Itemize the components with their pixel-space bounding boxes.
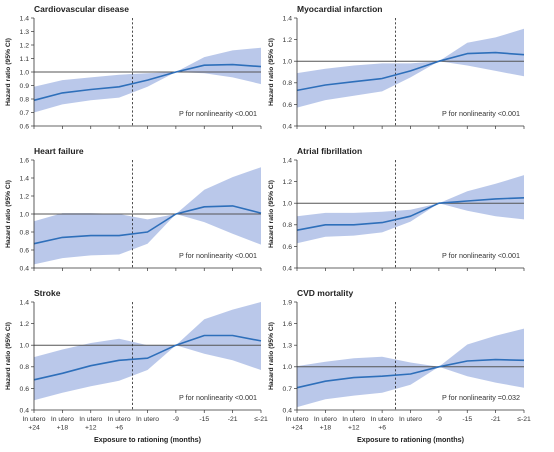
- y-tick-label: 0.4: [283, 123, 293, 130]
- estimate-line: [296, 51, 525, 92]
- y-tick-label: 0.7: [283, 386, 293, 393]
- nonlinearity-note: P for nonlinearity <0.001: [179, 393, 257, 402]
- y-tick-label: 0.4: [20, 265, 30, 272]
- y-axis-label: Hazard ratio (95% CI): [5, 38, 12, 106]
- y-tick-label: 1.9: [283, 299, 293, 306]
- y-tick-label: 1.3: [20, 29, 30, 36]
- confidence-band: [34, 302, 261, 401]
- y-tick-label: 1.6: [20, 157, 30, 164]
- y-tick-label: 1.3: [283, 343, 293, 350]
- panel-stroke: Stroke 0.4 0.6 0.8 1.0 1.2 1.4 Hazard ratio (95…: [5, 288, 268, 444]
- nonlinearity-note: P for nonlinearity <0.001: [442, 251, 520, 260]
- y-tick-label: 0.4: [20, 407, 30, 414]
- y-tick-label: 0.6: [283, 244, 293, 251]
- y-tick-label: 1.2: [20, 42, 30, 49]
- x-tick-label: In utero +24: [285, 416, 308, 432]
- x-tick-label: In utero +24: [22, 416, 45, 432]
- y-tick-label: 0.6: [283, 102, 293, 109]
- y-tick-label: 1.1: [20, 56, 30, 63]
- x-tick-label: In utero +12: [79, 416, 102, 432]
- y-axis-label: Hazard ratio (95% CI): [268, 38, 275, 106]
- x-tick-label: In utero +18: [51, 416, 74, 432]
- y-tick-label: 1.0: [20, 211, 30, 218]
- y-tick-label: 0.9: [20, 83, 30, 90]
- y-tick-label: 1.0: [20, 343, 30, 350]
- x-axis-label: Exposure to rationing (months): [94, 435, 202, 444]
- panel-title: Myocardial infarction: [297, 4, 383, 14]
- y-tick-label: 1.4: [20, 299, 30, 306]
- confidence-band: [297, 28, 524, 108]
- y-tick-label: 1.0: [283, 201, 293, 208]
- nonlinearity-note: P for nonlinearity =0.032: [442, 393, 520, 402]
- x-tick-label: -21: [491, 416, 501, 423]
- y-tick-label: 1.2: [283, 179, 293, 186]
- panel-cardiovascular-disease: Cardiovascular disease 0.6 0.7 0.8 0.9 1.0 1.1…: [5, 4, 262, 130]
- x-tick-label: -15: [199, 416, 209, 423]
- panel-atrial-fibrillation: Atrial fibrillation 0.4 0.6 0.8 1.0 1.2 1.4 Haz…: [268, 146, 525, 272]
- y-tick-label: 1.4: [283, 157, 293, 164]
- panel-heart-failure: Heart failure 0.4 0.6 0.8 1.0 1.2 1.4 1.6 Hazard…: [5, 146, 262, 272]
- estimate-line: [296, 197, 525, 231]
- x-tick-label: In utero +12: [342, 416, 365, 432]
- x-axis-label: Exposure to rationing (months): [357, 435, 465, 444]
- y-tick-label: 0.4: [283, 265, 293, 272]
- y-tick-label: 0.8: [283, 80, 293, 87]
- y-tick-label: 0.8: [20, 364, 30, 371]
- nonlinearity-note: P for nonlinearity <0.001: [179, 109, 257, 118]
- confidence-band: [297, 328, 524, 408]
- y-tick-label: 1.0: [283, 59, 293, 66]
- confidence-band: [34, 167, 261, 265]
- confidence-band: [297, 175, 524, 244]
- y-tick-label: 0.6: [20, 247, 30, 254]
- panel-title: Cardiovascular disease: [34, 4, 129, 14]
- x-tick-label: -9: [173, 416, 179, 423]
- nonlinearity-note: P for nonlinearity <0.001: [442, 109, 520, 118]
- y-tick-label: 1.6: [283, 321, 293, 328]
- x-tick-label: -15: [462, 416, 472, 423]
- panel-title: Stroke: [34, 288, 61, 298]
- y-tick-label: 0.8: [20, 229, 30, 236]
- y-tick-label: 0.6: [20, 123, 30, 130]
- x-tick-label: In utero +6: [108, 416, 131, 432]
- estimate-line: [33, 63, 262, 102]
- panel-title: Atrial fibrillation: [297, 146, 362, 156]
- x-tick-label: In utero: [136, 416, 159, 423]
- panel-myocardial-infarction: Myocardial infarction 0.4 0.6 0.8 1.0 1.2 1.4 H…: [268, 4, 525, 130]
- y-tick-label: 1.4: [283, 15, 293, 22]
- y-tick-label: 0.8: [283, 222, 293, 229]
- y-tick-label: 0.8: [20, 96, 30, 103]
- y-tick-label: 1.2: [20, 321, 30, 328]
- panel-title: Heart failure: [34, 146, 84, 156]
- x-tick-label: -21: [228, 416, 238, 423]
- y-axis-label: Hazard ratio (95% CI): [268, 180, 275, 248]
- y-tick-label: 1.4: [20, 175, 30, 182]
- y-tick-label: 1.2: [283, 37, 293, 44]
- x-tick-label: ≤-21: [254, 416, 268, 423]
- y-tick-label: 1.4: [20, 15, 30, 22]
- estimate-line: [296, 358, 525, 389]
- x-tick-label: In utero +6: [371, 416, 394, 432]
- y-tick-label: 1.0: [20, 69, 30, 76]
- nonlinearity-note: P for nonlinearity <0.001: [179, 251, 257, 260]
- estimate-line: [33, 334, 262, 381]
- y-axis-label: Hazard ratio (95% CI): [5, 322, 12, 390]
- x-tick-label: ≤-21: [517, 416, 531, 423]
- panel-cvd-mortality: CVD mortality 0.4 0.7 1.0 1.3 1.6 1.9 Hazard ra…: [268, 288, 531, 444]
- y-axis-label: Hazard ratio (95% CI): [5, 180, 12, 248]
- estimate-line: [33, 205, 262, 245]
- y-tick-label: 0.6: [20, 386, 30, 393]
- y-axis-label: Hazard ratio (95% CI): [268, 322, 275, 390]
- x-tick-label: -9: [436, 416, 442, 423]
- y-tick-label: 0.7: [20, 110, 30, 117]
- y-tick-label: 1.2: [20, 193, 30, 200]
- y-tick-label: 0.4: [283, 407, 293, 414]
- x-tick-label: In utero +18: [314, 416, 337, 432]
- y-tick-label: 1.0: [283, 364, 293, 371]
- x-tick-label: In utero: [399, 416, 422, 423]
- panel-title: CVD mortality: [297, 288, 353, 298]
